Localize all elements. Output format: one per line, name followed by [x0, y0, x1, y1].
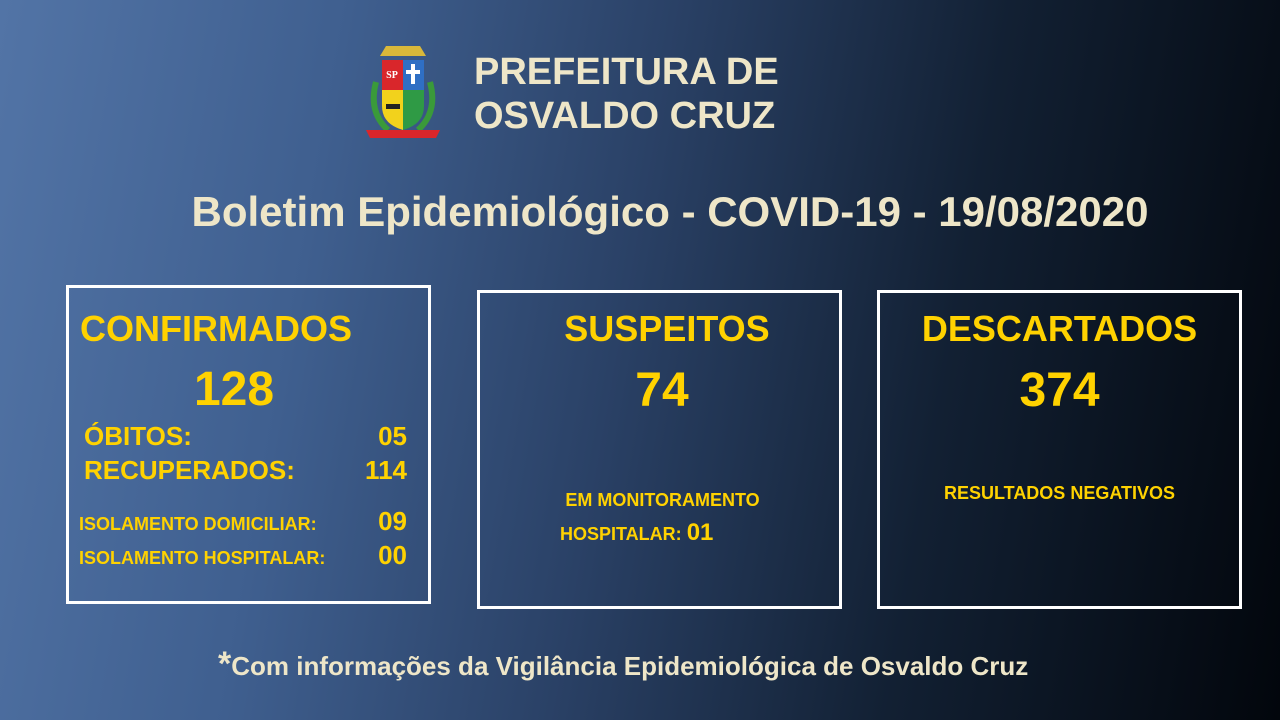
suspeitos-label: SUSPEITOS	[564, 308, 770, 349]
confirmados-card: CONFIRMADOS 128 ÓBITOS: 05 RECUPERADOS: …	[66, 285, 431, 604]
footer-note: *Com informações da Vigilância Epidemiol…	[218, 645, 1028, 684]
confirmados-value: 128	[193, 363, 275, 416]
coat-of-arms-logo: SP	[366, 46, 440, 138]
suspeitos-note-line1: EM MONITORAMENTO	[565, 490, 760, 510]
iso-dom-row: ISOLAMENTO DOMICILIAR: 09	[79, 506, 407, 537]
hospitalar-value: 01	[686, 519, 714, 546]
suspeitos-value: 74	[635, 364, 689, 417]
hospitalar-label: HOSPITALAR:	[560, 524, 682, 544]
iso-dom-label: ISOLAMENTO DOMICILIAR:	[79, 514, 317, 534]
descartados-label: DESCARTADOS	[921, 308, 1198, 349]
iso-hosp-label: ISOLAMENTO HOSPITALAR:	[79, 548, 326, 568]
recuperados-label: RECUPERADOS:	[84, 455, 295, 485]
footer-asterisk: *	[218, 645, 232, 683]
obitos-value: 05	[378, 421, 407, 451]
confirmados-label: CONFIRMADOS	[80, 308, 352, 349]
recuperados-row: RECUPERADOS: 114	[84, 455, 407, 486]
bulletin-title: Boletim Epidemiológico - COVID-19 - 19/0…	[191, 188, 1149, 235]
iso-hosp-value: 00	[378, 540, 407, 570]
svg-text:SP: SP	[386, 70, 398, 81]
recuperados-value: 114	[365, 455, 407, 485]
suspeitos-note-line2: HOSPITALAR: 01	[560, 519, 713, 547]
suspeitos-card: SUSPEITOS 74 EM MONITORAMENTO HOSPITALAR…	[477, 290, 842, 609]
footer-text: Com informações da Vigilância Epidemioló…	[231, 651, 1029, 681]
descartados-value: 374	[1019, 364, 1100, 417]
header-title-line2: OSVALDO CRUZ	[474, 95, 776, 137]
descartados-card: DESCARTADOS 374 RESULTADOS NEGATIVOS	[877, 290, 1242, 609]
iso-dom-value: 09	[378, 506, 407, 536]
obitos-row: ÓBITOS: 05	[84, 421, 407, 452]
descartados-note: RESULTADOS NEGATIVOS	[943, 483, 1175, 503]
header-title-line1: PREFEITURA DE	[474, 51, 779, 93]
iso-hosp-row: ISOLAMENTO HOSPITALAR: 00	[79, 540, 407, 571]
obitos-label: ÓBITOS:	[84, 421, 192, 451]
